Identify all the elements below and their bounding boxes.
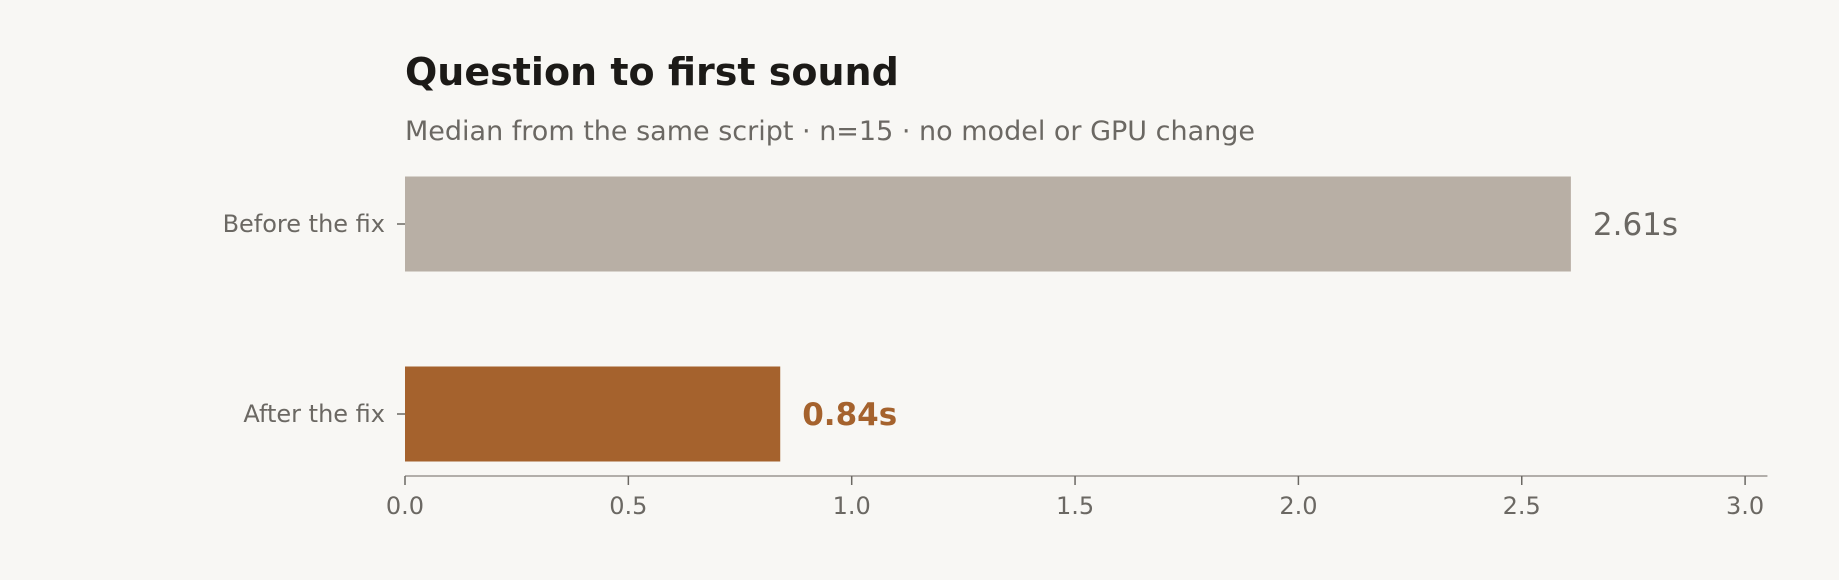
category-label-before-the-fix: Before the fix	[223, 210, 385, 238]
value-label-before-the-fix: 2.61s	[1593, 207, 1678, 243]
x-tick-label-0: 0.0	[386, 492, 424, 520]
x-tick-label-2: 1.0	[833, 492, 871, 520]
x-tick-label-6: 3.0	[1726, 492, 1764, 520]
chart-title: Question to first sound	[405, 50, 899, 94]
x-tick-label-1: 0.5	[609, 492, 647, 520]
chart-subtitle: Median from the same script · n=15 · no …	[405, 116, 1256, 147]
bar-before-the-fix	[405, 176, 1571, 272]
category-label-after-the-fix: After the fix	[243, 400, 385, 428]
x-tick-label-5: 2.5	[1503, 492, 1541, 520]
value-label-after-the-fix: 0.84s	[802, 397, 897, 433]
x-tick-label-3: 1.5	[1056, 492, 1094, 520]
x-tick-label-4: 2.0	[1279, 492, 1317, 520]
bar-after-the-fix	[405, 366, 781, 462]
